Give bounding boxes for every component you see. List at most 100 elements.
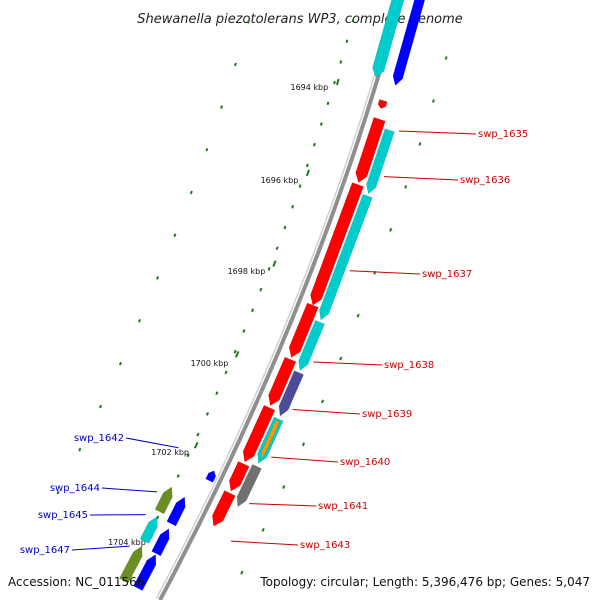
scale-tick [118,361,123,366]
gene-leader-line [249,503,317,507]
scale-tick [326,101,330,106]
scale-tick [275,246,279,251]
gene-leader-line [313,361,383,366]
cds-feature-red-small [377,99,388,109]
gene-label-reverse: swp_1642 [74,433,124,444]
scale-tick [98,404,103,409]
cds-feature-red [355,117,386,183]
scale-ticks: 1694 kbp 1696 kbp 1698 kbp 1700 kbp 1702 kbp… [56,18,448,582]
cds-feature-cyan-top [372,0,405,78]
scale-tick [432,99,435,103]
genome-summary: Topology: circular; Length: 5,396,476 bp… [259,575,590,589]
scale-tick [298,184,302,188]
scale-tick [234,351,240,358]
cds-feature-red [229,461,250,492]
cds-feature-olive [119,545,143,584]
scale-tick [205,147,209,152]
scale-tick [351,18,355,23]
gene-leader-line [101,487,158,493]
scale-tick [345,39,349,44]
gene-leader-line [125,437,179,449]
scale-label: 1696 kbp [261,176,299,185]
scale-tick [240,570,244,575]
scale-tick [234,62,237,67]
gene-label-forward: swp_1636 [460,175,510,186]
scale-tick [356,313,360,318]
gene-leader-line [71,545,130,551]
cds-feature-slate [278,370,304,417]
scale-tick [291,204,295,209]
scale-tick [259,287,263,292]
gene-leader-line [271,456,339,463]
gene-leader-line [398,130,477,135]
scale-tick [283,225,287,230]
gene-label-reverse: swp_1644 [50,483,100,494]
cds-feature-cyan [298,319,325,372]
scale-tick [320,399,325,404]
gene-label-forward: swp_1639 [362,409,412,420]
cds-feature-cyan [366,128,395,195]
scale-tick [193,441,199,449]
scale-tick [312,142,316,147]
gene-label-reverse: swp_1645 [38,510,88,521]
backbone-line [158,0,402,600]
backbone-inner-line [155,0,397,599]
cds-feature-gray [236,463,262,508]
genome-backbone [155,0,402,600]
scale-tick [78,447,82,452]
cds-feature-olive [154,486,173,515]
cds-feature-cyan [139,516,158,544]
scale-tick [173,233,177,237]
cds-feature-blue [133,554,157,591]
scale-tick [305,163,309,168]
scale-label: 1704 kbp [108,538,146,547]
cds-feature-red [310,182,364,306]
scale-tick [261,527,265,532]
cds-feature-red [212,490,236,527]
scale-tick [196,432,200,437]
scale-tick [233,349,237,354]
scale-tick [339,60,343,64]
cds-feature-blue-small [205,470,217,483]
scale-tick [205,411,210,416]
scale-label: 1698 kbp [228,267,266,276]
gene-leader-line [349,270,421,275]
scale-tick [335,78,340,86]
gene-label-forward: swp_1637 [422,269,472,280]
scale-tick [56,490,60,495]
gene-label-forward: swp_1635 [478,129,528,140]
scale-tick [215,391,219,396]
map-title: Shewanella piezotolerans WP3, complete g… [137,12,463,27]
gene-labels: swp_1635 swp_1636 swp_1637 swp_1638 swp_1639… [20,129,528,556]
gene-leader-line [383,176,459,181]
scale-tick [282,485,286,490]
scale-tick [272,260,277,267]
accession-text: Accession: NC_011566 [8,575,144,589]
cds-feature-blue [392,0,426,86]
gene-label-forward: swp_1638 [384,360,434,371]
scale-label: 1694 kbp [290,83,328,92]
gene-label-forward: swp_1643 [300,540,350,551]
scale-tick [176,474,180,478]
scale-label: 1702 kbp [151,448,189,457]
cds-feature-blue [151,528,170,557]
scale-tick [242,329,246,333]
gene-features [119,0,426,591]
scale-tick [301,442,306,447]
scale-tick [333,80,336,85]
scale-label: 1700 kbp [191,359,229,368]
scale-tick [220,105,224,109]
scale-tick [305,169,310,177]
scale-tick [404,185,408,189]
cds-feature-orange [260,419,280,460]
gene-leader-line [230,540,299,546]
scale-tick [156,515,160,520]
cds-feature-red [288,302,319,358]
scale-tick [224,370,228,375]
scale-tick [156,276,160,280]
scale-tick [319,122,323,126]
scale-tick [389,227,393,232]
cds-feature-cyan [319,193,373,321]
cds-feature-blue [166,496,186,527]
scale-tick [189,190,193,195]
